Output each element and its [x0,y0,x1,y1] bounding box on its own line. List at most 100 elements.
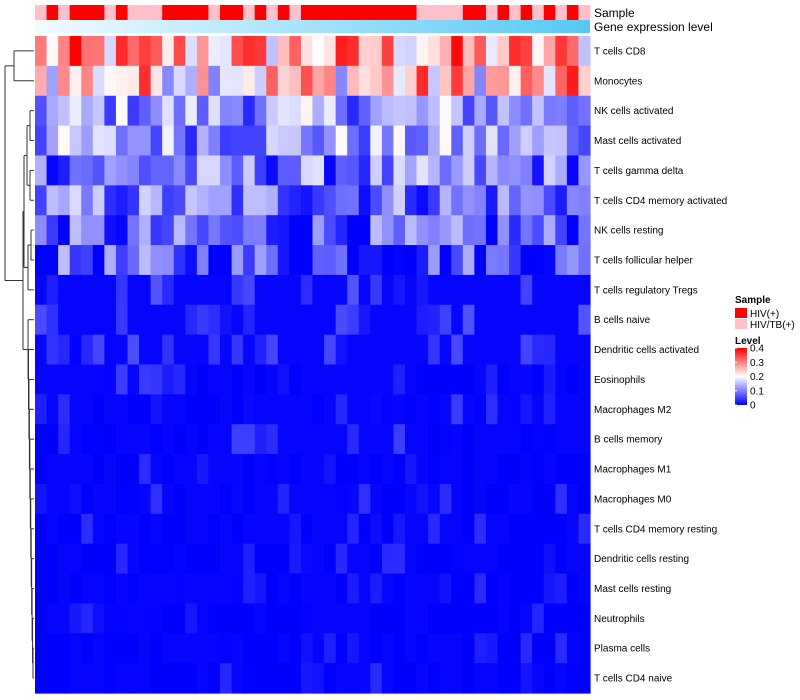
heatmap-cell [173,364,186,395]
heatmap-cell [243,483,256,515]
heatmap-cell [46,215,59,246]
heatmap-cell [370,95,383,127]
heatmap-cell [208,155,221,186]
heatmap-cell [243,364,256,395]
heatmap-cell [335,424,348,455]
heatmap-cell [532,155,545,186]
heatmap-cell [566,603,580,634]
heatmap-cell [428,274,441,306]
heatmap-cell [381,274,395,306]
heatmap-cell [81,245,94,276]
heatmap-cell [509,543,522,575]
heatmap-cell [405,633,418,664]
heatmap-cell [300,65,314,97]
heatmap-cell [220,155,233,186]
heatmap-cell [139,185,152,216]
heatmap-cell [335,364,348,395]
heatmap-cell [185,334,198,366]
heatmap-cell [416,215,429,246]
heatmap-cell [277,633,290,664]
heatmap-cell [231,543,244,575]
heatmap-cell [231,483,244,515]
heatmap-cell [416,633,429,664]
heatmap-cell [58,215,71,246]
heatmap-cell [69,603,82,634]
heatmap-cell [231,65,244,97]
heatmap-cell [428,603,441,634]
heatmap-cell [335,185,348,216]
heatmap-cell [462,573,475,605]
heatmap-cell [127,573,140,605]
heatmap-cell [162,663,175,694]
heatmap-cell [289,334,302,366]
heatmap-cell [300,513,314,545]
heatmap-cell [220,573,233,605]
heatmap-cell [462,245,475,276]
heatmap-cell [35,215,48,246]
heatmap-cell [35,663,48,694]
heatmap-cell [58,424,71,455]
heatmap-cell [231,185,244,216]
heatmap-cell [35,454,48,485]
heatmap-cell [173,603,186,634]
heatmap-cell [58,573,71,605]
heatmap-cell [416,125,429,157]
heatmap-cell [566,65,580,97]
heatmap-cell [243,155,256,186]
row-label: T cells follicular helper [594,255,693,266]
heatmap-cell [347,245,360,276]
heatmap-cell [566,633,580,664]
heatmap-cell [485,424,499,455]
heatmap-cell [428,543,441,575]
heatmap-cell [277,65,290,97]
heatmap-cell [485,304,499,336]
row-label: B cells memory [594,435,662,446]
heatmap-cell [335,603,348,634]
heatmap-cell [393,424,406,455]
heatmap-cell [555,95,568,127]
heatmap-cell [520,543,533,575]
heatmap-cell [104,424,117,455]
heatmap-cell [497,543,510,575]
heatmap-cell [520,573,533,605]
heatmap-cell [185,424,198,455]
heatmap-cell [115,245,129,276]
heatmap-cell [405,155,418,186]
heatmap-cell [208,304,221,336]
heatmap-cell [497,633,510,664]
heatmap-cell [150,185,163,216]
heatmap-cell [335,304,348,336]
heatmap-cell [35,543,48,575]
sample-annotation-cell [520,5,533,20]
heatmap-cell [173,663,186,694]
heatmap-cell [312,543,325,575]
heatmap-cell [393,573,406,605]
heatmap-cell [405,125,418,157]
heatmap-cell [358,663,371,694]
heatmap-cell [358,573,371,605]
heatmap-cell [370,543,383,575]
heatmap-cell [35,245,48,276]
heatmap-cell [220,245,233,276]
heatmap-cell [69,454,82,485]
heatmap-cell [150,633,163,664]
heatmap-cell [416,95,429,127]
heatmap-cell [289,245,302,276]
heatmap-cell [474,155,487,186]
row-label: NK cells activated [594,106,673,117]
heatmap-cell [428,454,441,485]
heatmap-cell [439,36,452,67]
heatmap-cell [196,483,210,515]
heatmap-cell [220,633,233,664]
heatmap-cell [497,573,510,605]
heatmap-cell [92,394,105,425]
sample-annotation-cell [485,5,499,20]
heatmap-cell [300,394,314,425]
heatmap-cell [104,573,117,605]
heatmap-cell [324,215,337,246]
heatmap-cell [92,483,105,515]
heatmap-cell [509,304,522,336]
heatmap-cell [150,95,163,127]
heatmap-cell [127,304,140,336]
heatmap-cell [289,573,302,605]
